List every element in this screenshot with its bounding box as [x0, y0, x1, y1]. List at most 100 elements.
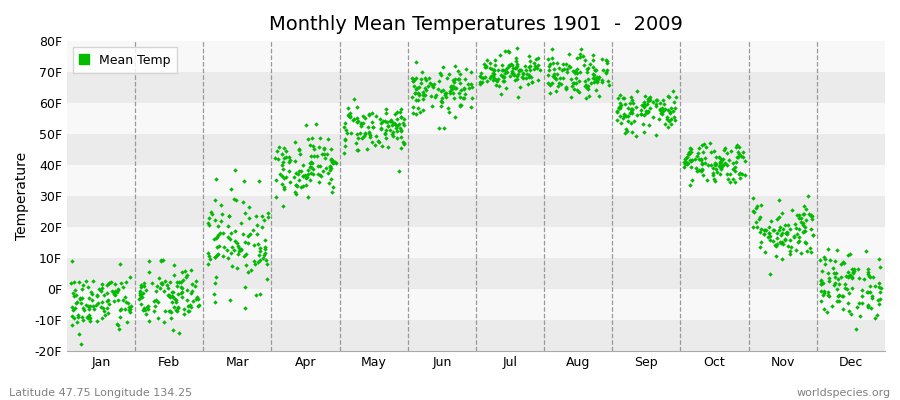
Point	[836, 292, 850, 299]
Point	[465, 84, 480, 90]
Point	[390, 108, 404, 115]
Point	[680, 154, 694, 160]
Point	[642, 122, 656, 128]
Point	[86, 278, 100, 284]
Point	[240, 239, 255, 246]
Point	[133, 292, 148, 298]
Point	[158, 308, 173, 314]
Point	[610, 116, 625, 123]
Point	[96, 308, 111, 314]
Point	[517, 70, 531, 77]
Point	[305, 160, 320, 166]
Point	[418, 85, 432, 92]
Point	[409, 74, 423, 81]
Point	[434, 88, 448, 94]
Point	[842, 308, 857, 314]
Point	[284, 157, 298, 163]
Point	[475, 78, 490, 85]
Point	[257, 244, 272, 250]
Point	[586, 64, 600, 70]
Point	[379, 106, 393, 112]
Point	[86, 303, 101, 310]
Point	[438, 90, 453, 96]
Point	[293, 168, 308, 174]
Point	[664, 120, 679, 127]
Point	[872, 301, 886, 307]
Point	[526, 66, 541, 72]
Point	[277, 175, 292, 182]
Point	[442, 109, 456, 115]
Point	[92, 285, 106, 292]
Point	[642, 95, 656, 101]
Point	[344, 129, 358, 136]
Point	[762, 230, 777, 237]
Point	[229, 197, 243, 204]
Point	[372, 139, 386, 146]
Point	[649, 132, 663, 138]
Point	[397, 122, 411, 128]
Point	[425, 103, 439, 110]
Point	[444, 84, 458, 90]
Point	[222, 236, 237, 242]
Point	[88, 302, 103, 308]
Point	[89, 292, 104, 298]
Point	[452, 90, 466, 96]
Point	[521, 81, 535, 87]
Point	[822, 275, 836, 282]
Point	[854, 300, 868, 306]
Point	[70, 319, 85, 325]
Point	[500, 69, 514, 76]
Point	[94, 315, 109, 322]
Bar	[67, 165, 885, 196]
Point	[641, 96, 655, 102]
Point	[658, 121, 672, 127]
Point	[763, 218, 778, 224]
Point	[806, 213, 820, 220]
Point	[409, 59, 423, 66]
Point	[510, 63, 525, 70]
Point	[148, 303, 162, 310]
Point	[543, 60, 557, 67]
Point	[494, 91, 508, 97]
Point	[68, 292, 83, 298]
Point	[638, 108, 652, 114]
Point	[207, 291, 221, 298]
Point	[350, 104, 365, 110]
Point	[287, 174, 302, 180]
Point	[182, 308, 196, 314]
Point	[654, 110, 669, 117]
Point	[544, 46, 559, 52]
Point	[473, 79, 488, 85]
Point	[757, 230, 771, 237]
Point	[574, 45, 589, 52]
Point	[64, 280, 78, 286]
Point	[485, 76, 500, 83]
Point	[656, 108, 670, 114]
Point	[491, 76, 506, 82]
Point	[209, 176, 223, 182]
Point	[640, 98, 654, 104]
Point	[390, 122, 404, 129]
Point	[541, 56, 555, 62]
Point	[472, 80, 487, 87]
Point	[775, 256, 789, 262]
Point	[357, 131, 372, 137]
Point	[395, 139, 410, 145]
Point	[396, 120, 410, 126]
Point	[610, 108, 625, 115]
Point	[783, 226, 797, 232]
Point	[869, 312, 884, 318]
Point	[388, 121, 402, 127]
Point	[412, 91, 427, 98]
Point	[113, 313, 128, 320]
Point	[251, 259, 266, 265]
Point	[76, 304, 91, 311]
Point	[423, 80, 437, 86]
Point	[178, 274, 193, 280]
Point	[566, 68, 580, 75]
Point	[154, 280, 168, 286]
Point	[111, 322, 125, 329]
Point	[695, 160, 709, 167]
Point	[745, 208, 760, 214]
Point	[406, 76, 420, 83]
